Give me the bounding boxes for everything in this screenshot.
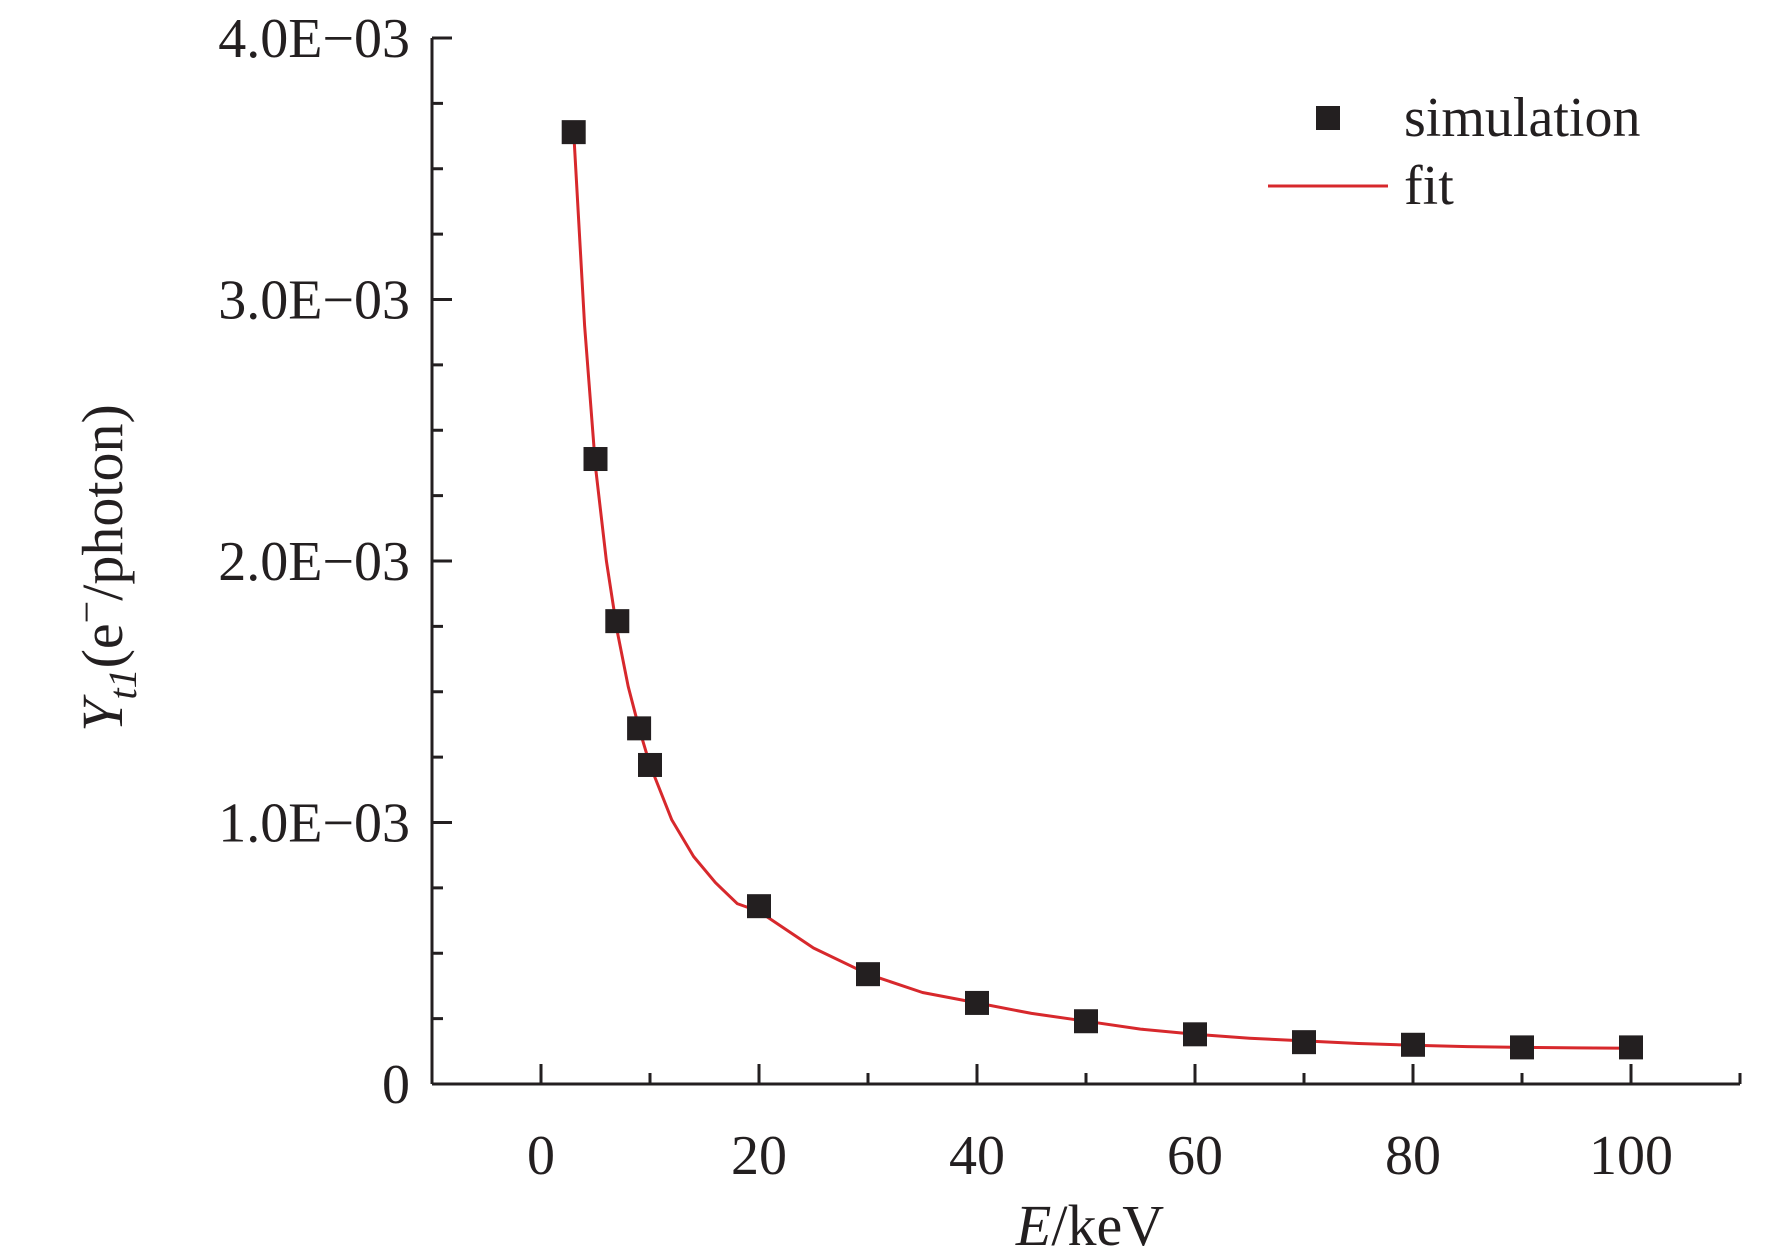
data-point — [1619, 1035, 1643, 1060]
x-axis-variable: E — [1015, 1193, 1051, 1258]
legend-fit-label: fit — [1404, 155, 1454, 217]
data-point — [747, 894, 771, 919]
y-axis-unit-superscript: − — [64, 601, 109, 624]
y-tick-label: 0 — [382, 1054, 410, 1116]
data-point — [965, 990, 989, 1015]
data-point — [1074, 1009, 1098, 1034]
x-tick-label: 100 — [1589, 1125, 1673, 1187]
fit-curve — [572, 132, 1632, 1050]
data-point — [1183, 1022, 1207, 1047]
data-point — [561, 120, 586, 145]
y-tick-label: 2.0E−03 — [218, 531, 410, 593]
y-axis-variable: Y — [70, 694, 135, 732]
y-axis-unit-close: /photon) — [70, 404, 135, 601]
x-axis-ticks: 0 20 40 60 80 100 — [430, 1064, 1742, 1187]
axes — [430, 38, 1740, 1086]
y-axis-unit-open: (e — [70, 623, 135, 668]
x-tick-label: 20 — [731, 1125, 787, 1187]
legend-simulation-marker — [1316, 106, 1340, 130]
data-point — [1401, 1032, 1425, 1057]
y-tick-label: 1.0E−03 — [218, 793, 410, 855]
simulation-series — [561, 120, 1643, 1060]
data-point — [638, 752, 662, 777]
y-axis-variable-subscript: t1 — [100, 668, 145, 699]
x-tick-label: 60 — [1167, 1125, 1223, 1187]
data-point — [605, 609, 630, 634]
legend: simulation fit — [1268, 87, 1640, 217]
x-axis-unit: /keV — [1051, 1193, 1164, 1258]
x-axis-label: E/keV — [1015, 1193, 1164, 1258]
data-point — [1510, 1035, 1534, 1060]
y-tick-label: 4.0E−03 — [218, 8, 410, 70]
x-tick-label: 0 — [527, 1125, 555, 1187]
y-axis-label: Yt1(e−/photon) — [64, 404, 145, 732]
data-point — [856, 962, 880, 987]
x-tick-label: 80 — [1385, 1125, 1441, 1187]
x-tick-label: 40 — [949, 1125, 1005, 1187]
y-axis-ticks: 0 1.0E−03 2.0E−03 3.0E−03 4.0E−03 — [218, 8, 452, 1116]
legend-simulation-label: simulation — [1404, 87, 1640, 149]
fit-series — [572, 132, 1632, 1050]
y-tick-label: 3.0E−03 — [218, 270, 410, 332]
data-point — [1292, 1030, 1316, 1055]
data-point — [583, 447, 608, 472]
data-point — [627, 716, 652, 741]
